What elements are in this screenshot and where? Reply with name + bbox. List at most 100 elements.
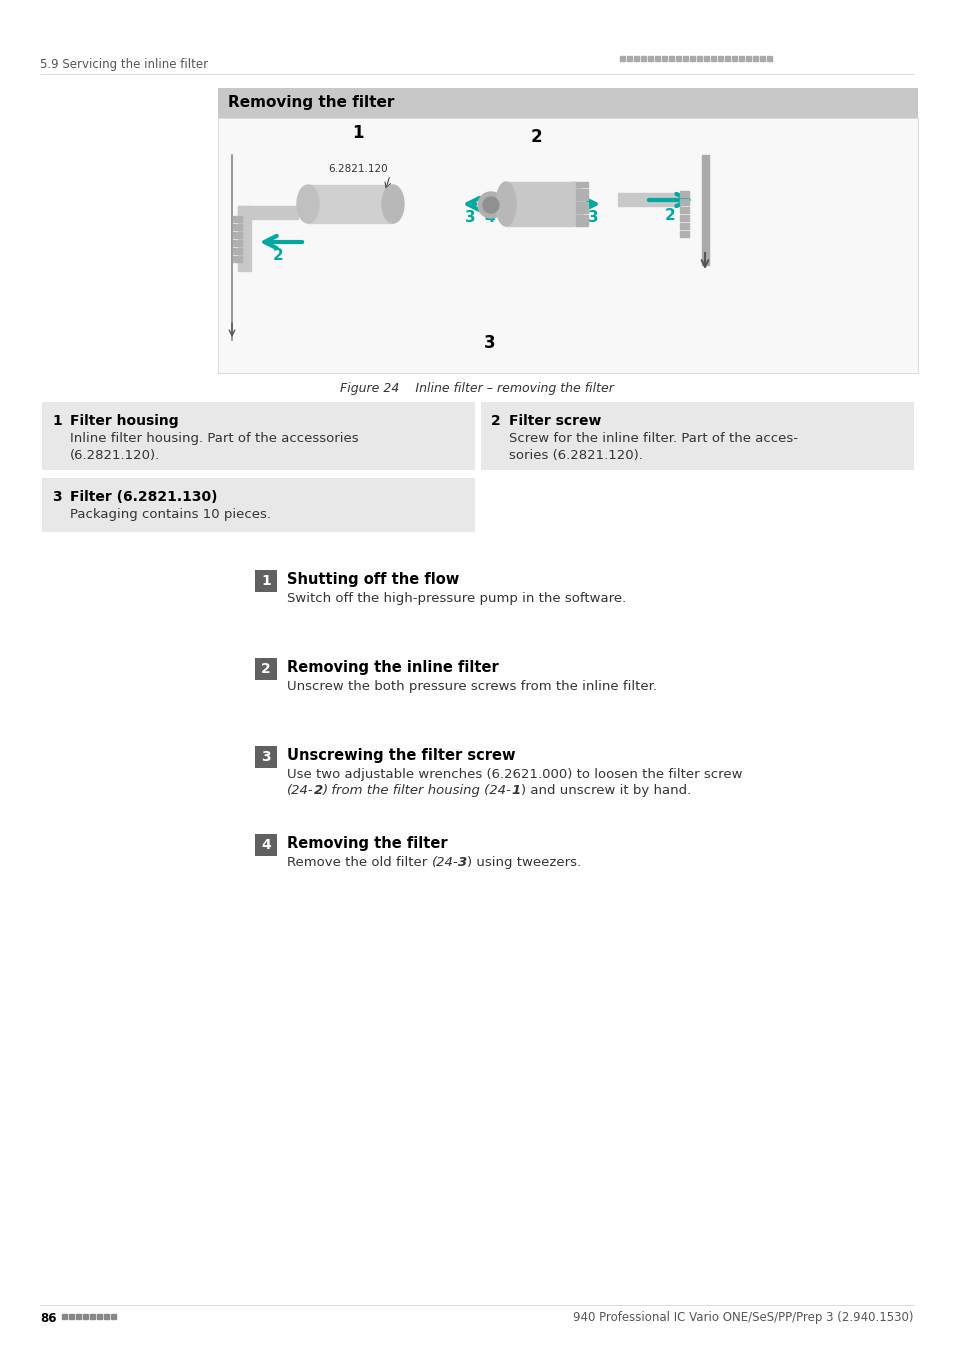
Bar: [661, 55, 666, 61]
Bar: [254, 747, 276, 768]
Text: 1: 1: [511, 784, 520, 796]
Bar: [689, 55, 695, 61]
Text: Filter housing: Filter housing: [70, 414, 178, 428]
Text: 2: 2: [261, 662, 271, 676]
Text: 3: 3: [484, 333, 496, 352]
Bar: [76, 1314, 81, 1319]
Bar: [237, 207, 297, 219]
Bar: [42, 478, 475, 532]
Text: Removing the inline filter: Removing the inline filter: [287, 660, 498, 675]
Bar: [576, 182, 587, 188]
Bar: [233, 216, 242, 221]
Bar: [480, 402, 913, 470]
Bar: [233, 248, 242, 254]
Bar: [679, 198, 688, 205]
Circle shape: [477, 192, 503, 217]
Bar: [745, 55, 750, 61]
Bar: [308, 185, 393, 223]
Bar: [697, 55, 701, 61]
Text: 3: 3: [464, 211, 475, 225]
Bar: [739, 55, 743, 61]
Text: 1: 1: [52, 414, 62, 428]
Bar: [576, 215, 587, 220]
Bar: [62, 1314, 67, 1319]
Text: 3: 3: [52, 490, 62, 504]
Text: ) and unscrew it by hand.: ) and unscrew it by hand.: [520, 784, 690, 796]
Text: 3: 3: [587, 211, 598, 225]
Text: Filter screw: Filter screw: [509, 414, 600, 428]
Text: ) using tweezers.: ) using tweezers.: [467, 856, 581, 869]
Bar: [83, 1314, 88, 1319]
Text: 86: 86: [40, 1311, 56, 1324]
Text: Switch off the high-pressure pump in the software.: Switch off the high-pressure pump in the…: [287, 593, 625, 605]
Text: 3: 3: [261, 751, 271, 764]
Bar: [679, 223, 688, 230]
Text: (24-: (24-: [287, 784, 314, 796]
Bar: [254, 657, 276, 680]
Text: Remove the old filter: Remove the old filter: [287, 856, 431, 869]
Bar: [724, 55, 729, 61]
Ellipse shape: [496, 182, 516, 225]
Bar: [233, 232, 242, 238]
Bar: [766, 55, 771, 61]
Bar: [679, 215, 688, 221]
Bar: [104, 1314, 109, 1319]
Text: 2: 2: [273, 248, 283, 263]
Bar: [679, 207, 688, 213]
Ellipse shape: [381, 185, 403, 223]
Text: Inline filter housing. Part of the accessories
(6.2821.120).: Inline filter housing. Part of the acces…: [70, 432, 358, 462]
Bar: [69, 1314, 74, 1319]
Bar: [505, 182, 574, 225]
Text: Unscrewing the filter screw: Unscrewing the filter screw: [287, 748, 515, 763]
Bar: [701, 155, 708, 265]
Text: Packaging contains 10 pieces.: Packaging contains 10 pieces.: [70, 508, 271, 521]
Text: 2: 2: [530, 128, 541, 146]
Text: 2: 2: [664, 208, 675, 223]
Bar: [679, 231, 688, 238]
Text: Shutting off the flow: Shutting off the flow: [287, 572, 458, 587]
Bar: [576, 194, 587, 200]
Bar: [618, 193, 679, 207]
Bar: [237, 207, 251, 271]
Bar: [626, 55, 631, 61]
Text: 4: 4: [484, 211, 495, 225]
Bar: [619, 55, 624, 61]
Text: Unscrew the both pressure screws from the inline filter.: Unscrew the both pressure screws from th…: [287, 680, 657, 693]
Text: 2: 2: [314, 784, 322, 796]
Bar: [679, 190, 688, 197]
Text: 1: 1: [352, 124, 363, 142]
Bar: [233, 256, 242, 262]
Text: Removing the filter: Removing the filter: [287, 836, 447, 850]
Circle shape: [482, 197, 498, 213]
Bar: [90, 1314, 95, 1319]
Text: Figure 24    Inline filter – removing the filter: Figure 24 Inline filter – removing the f…: [339, 382, 613, 396]
Bar: [42, 402, 475, 470]
Bar: [682, 55, 687, 61]
Text: 6.2821.120: 6.2821.120: [328, 163, 388, 174]
Bar: [731, 55, 737, 61]
Bar: [676, 55, 680, 61]
Bar: [710, 55, 716, 61]
Bar: [576, 208, 587, 213]
Bar: [703, 55, 708, 61]
Bar: [97, 1314, 102, 1319]
Text: 3: 3: [457, 856, 467, 869]
Bar: [634, 55, 639, 61]
Bar: [718, 55, 722, 61]
Bar: [233, 240, 242, 246]
Bar: [218, 117, 917, 373]
Bar: [668, 55, 673, 61]
Bar: [254, 834, 276, 856]
Text: 5.9 Servicing the inline filter: 5.9 Servicing the inline filter: [40, 58, 208, 72]
Bar: [576, 201, 587, 207]
Bar: [233, 224, 242, 230]
Text: Use two adjustable wrenches (6.2621.000) to loosen the filter screw: Use two adjustable wrenches (6.2621.000)…: [287, 768, 741, 782]
Text: ) from the filter housing (24-: ) from the filter housing (24-: [322, 784, 511, 796]
Ellipse shape: [563, 182, 583, 225]
Bar: [111, 1314, 116, 1319]
Bar: [640, 55, 645, 61]
Ellipse shape: [296, 185, 318, 223]
Bar: [760, 55, 764, 61]
Text: 2: 2: [491, 414, 500, 428]
Text: Screw for the inline filter. Part of the acces-
sories (6.2821.120).: Screw for the inline filter. Part of the…: [509, 432, 797, 462]
